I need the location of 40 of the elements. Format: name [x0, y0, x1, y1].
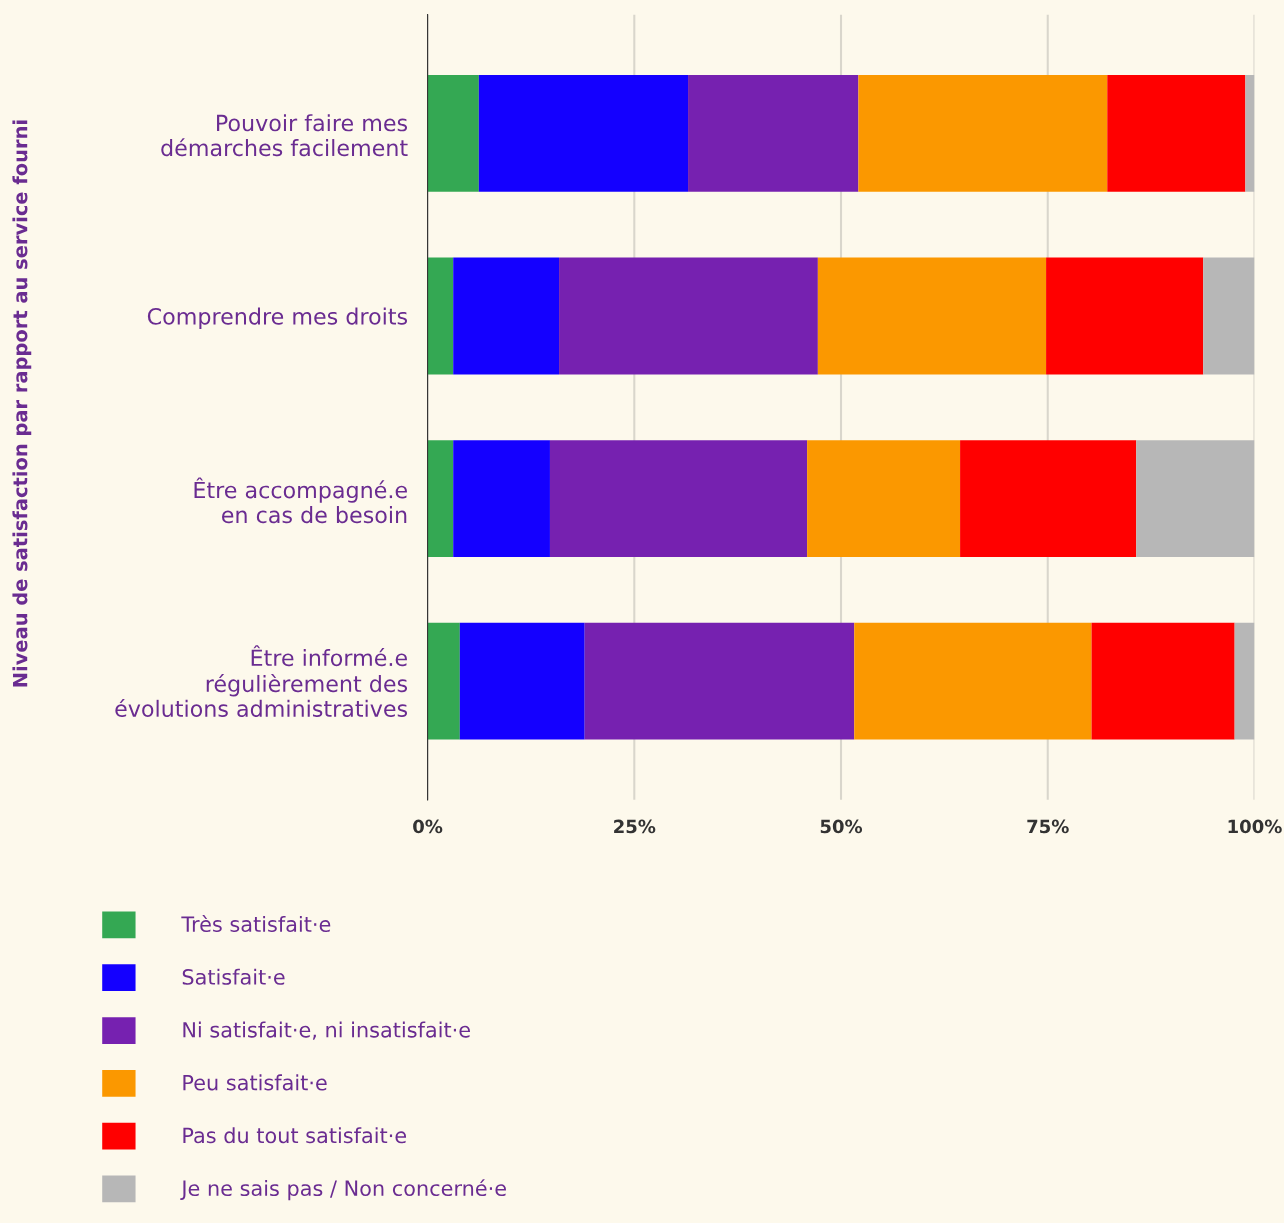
bar	[854, 622, 1092, 740]
y-tick-label: Être informé.e régulièrement des évolutions administratives	[115, 645, 408, 718]
legend-label: Satisfait·e	[182, 968, 285, 985]
bar	[960, 440, 1137, 557]
x-tick-label: 25%	[614, 819, 656, 834]
legend-label: Ni satisfait·e, ni insatisfait·e	[183, 1021, 470, 1040]
x-tick-label: 0%	[413, 819, 443, 834]
bar	[817, 257, 1047, 375]
bar	[427, 257, 454, 375]
bar	[1203, 257, 1255, 375]
bar	[1136, 440, 1255, 557]
legend-label: Pas du tout satisfait·e	[183, 1127, 407, 1144]
bar	[807, 440, 961, 557]
bar	[688, 74, 859, 192]
bar	[427, 74, 479, 192]
bar	[1107, 74, 1246, 192]
bar	[858, 74, 1108, 192]
x-tick-label: 75%	[1027, 819, 1069, 834]
bar	[559, 257, 818, 375]
x-tick-label: 50%	[820, 819, 863, 834]
bar	[549, 440, 808, 557]
bar	[453, 440, 550, 557]
legend-label: Très satisfait·e	[181, 915, 331, 933]
bar	[1091, 622, 1235, 740]
bar	[459, 622, 585, 740]
bar	[1234, 622, 1255, 740]
y-tick-label: Être accompagné.e en cas de besoin	[194, 477, 407, 524]
legend-label: Je ne sais pas / Non concerné·e	[180, 1179, 506, 1201]
x-tick-label: 100%	[1228, 819, 1282, 834]
bar	[453, 257, 560, 375]
y-axis-title: Niveau de satisfaction par rapport au service fourni	[12, 120, 32, 687]
y-tick-label: Comprendre mes droits	[147, 307, 408, 330]
legend-label: Peu satisfait·e	[183, 1074, 327, 1091]
bar	[1245, 74, 1255, 192]
bar	[427, 440, 454, 557]
y-tick-label: Pouvoir faire mes démarches facilement	[161, 114, 408, 157]
bar	[1046, 257, 1204, 375]
bar	[584, 622, 855, 740]
bar	[427, 622, 460, 740]
bar	[478, 74, 689, 192]
